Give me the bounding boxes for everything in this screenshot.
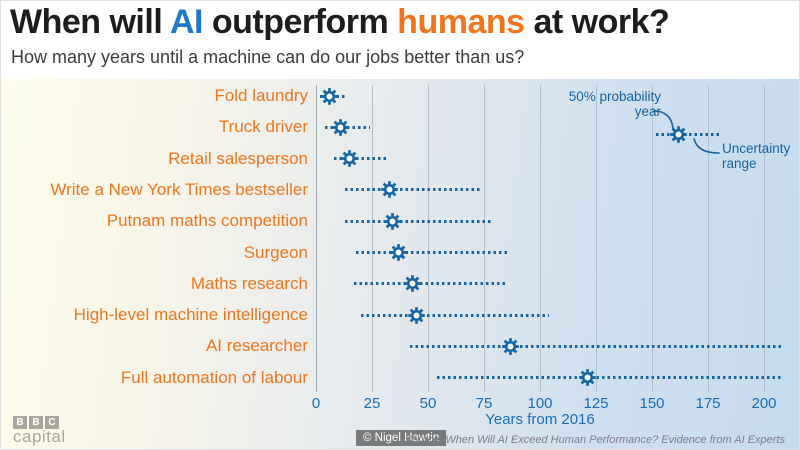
uncertainty-range-line [356,251,509,254]
row-label: Write a New York Times bestseller [50,179,308,199]
legend-sample-range-line [656,132,720,136]
x-tick-label-200: 200 [751,395,777,412]
point-marker [403,275,421,293]
row-label: Retail salesperson [168,148,308,168]
row-label: Putnam maths competition [106,211,308,231]
gear-point-icon [502,338,520,355]
point-marker [383,212,401,230]
point-marker [578,369,596,387]
plot-area: Fold laundry Truck driver Retail salespers… [1,79,799,449]
title-segment-humans: humans [397,3,525,41]
row-label: Maths research [190,273,308,293]
gridline-50 [427,85,429,392]
gridline-175 [707,85,709,392]
point-marker [408,306,426,324]
gear-point-icon [341,150,358,167]
gridline-0 [315,85,317,392]
x-axis-title: Years from 2016 [485,411,595,428]
gridline-200 [763,85,765,392]
uncertainty-range-line [333,157,388,161]
gridline-75 [483,85,485,392]
x-tick-label-125: 125 [583,395,609,412]
bbc-logo: B B C [13,416,59,429]
gear-point-icon [321,87,338,105]
gear-point-icon [381,181,399,199]
row-label: Truck driver [218,117,308,137]
title-segment: at work? [524,3,670,41]
row-label: Fold laundry [214,86,308,105]
legend-connector-point-icon [653,110,674,130]
legend-point-label: 50% probability year [541,89,661,119]
point-marker [341,150,358,167]
x-tick-label-0: 0 [311,395,321,412]
point-marker [502,338,520,355]
author-credit-badge: © Nigel Hawtin [356,430,447,446]
title-segment-ai: AI [169,3,204,41]
row-label: Full automation of labour [120,367,308,387]
gridline-25 [371,85,373,392]
uncertainty-range-line [320,94,348,98]
gear-point-icon [403,275,421,293]
legend-connector-range-icon [693,138,720,154]
title-segment: When will [10,3,170,41]
gear-point-icon [670,125,688,143]
x-tick-label-175: 175 [695,395,721,412]
x-tick-label-100: 100 [527,395,553,412]
legend-range-label: Uncertainty range [722,141,797,171]
page-title: When will AI outperform humans at work? [10,3,796,42]
gridline-150 [651,85,653,392]
point-marker [321,87,338,105]
uncertainty-range-line [345,219,491,223]
gear-point-icon [578,369,596,387]
gear-point-icon [408,306,426,324]
x-tick-label-50: 50 [419,395,437,412]
gear-point-icon [383,212,401,230]
legend-point-label-line1: 50% probability [568,89,661,104]
gridline-100 [539,85,541,392]
bbc-logo-block: B [29,416,43,429]
uncertainty-range-line [345,188,480,192]
gear-point-icon [332,118,349,136]
chart-subtitle: How many years until a machine can do ou… [11,47,525,67]
title-segment: outperform [202,3,398,41]
bbc-logo-block: C [45,416,59,429]
uncertainty-range-line [354,282,507,286]
x-tick-label-75: 75 [475,395,493,412]
legend-range-label-line1: Uncertainty [722,141,791,156]
x-tick-label-150: 150 [639,395,665,412]
point-marker [332,118,349,136]
gear-point-icon [390,244,408,261]
x-tick-label-25: 25 [363,395,381,412]
legend-point-label-line2: year [634,104,661,119]
uncertainty-range-line [360,313,549,317]
point-marker [390,244,408,261]
uncertainty-range-line [410,344,782,348]
legend-range-label-line2: range [722,156,757,171]
bbc-capital-wordmark: capital [13,427,66,446]
row-label: High-level machine intelligence [73,305,308,325]
point-marker [381,181,399,199]
gridline-125 [595,85,597,392]
row-label: Surgeon [243,242,308,262]
legend-sample-point-marker [670,125,688,143]
bbc-logo-block: B [13,416,27,429]
uncertainty-range-line [436,376,782,380]
row-label: AI researcher [205,336,308,356]
source-note: Source: When Will AI Exceed Human Perfor… [404,434,785,446]
